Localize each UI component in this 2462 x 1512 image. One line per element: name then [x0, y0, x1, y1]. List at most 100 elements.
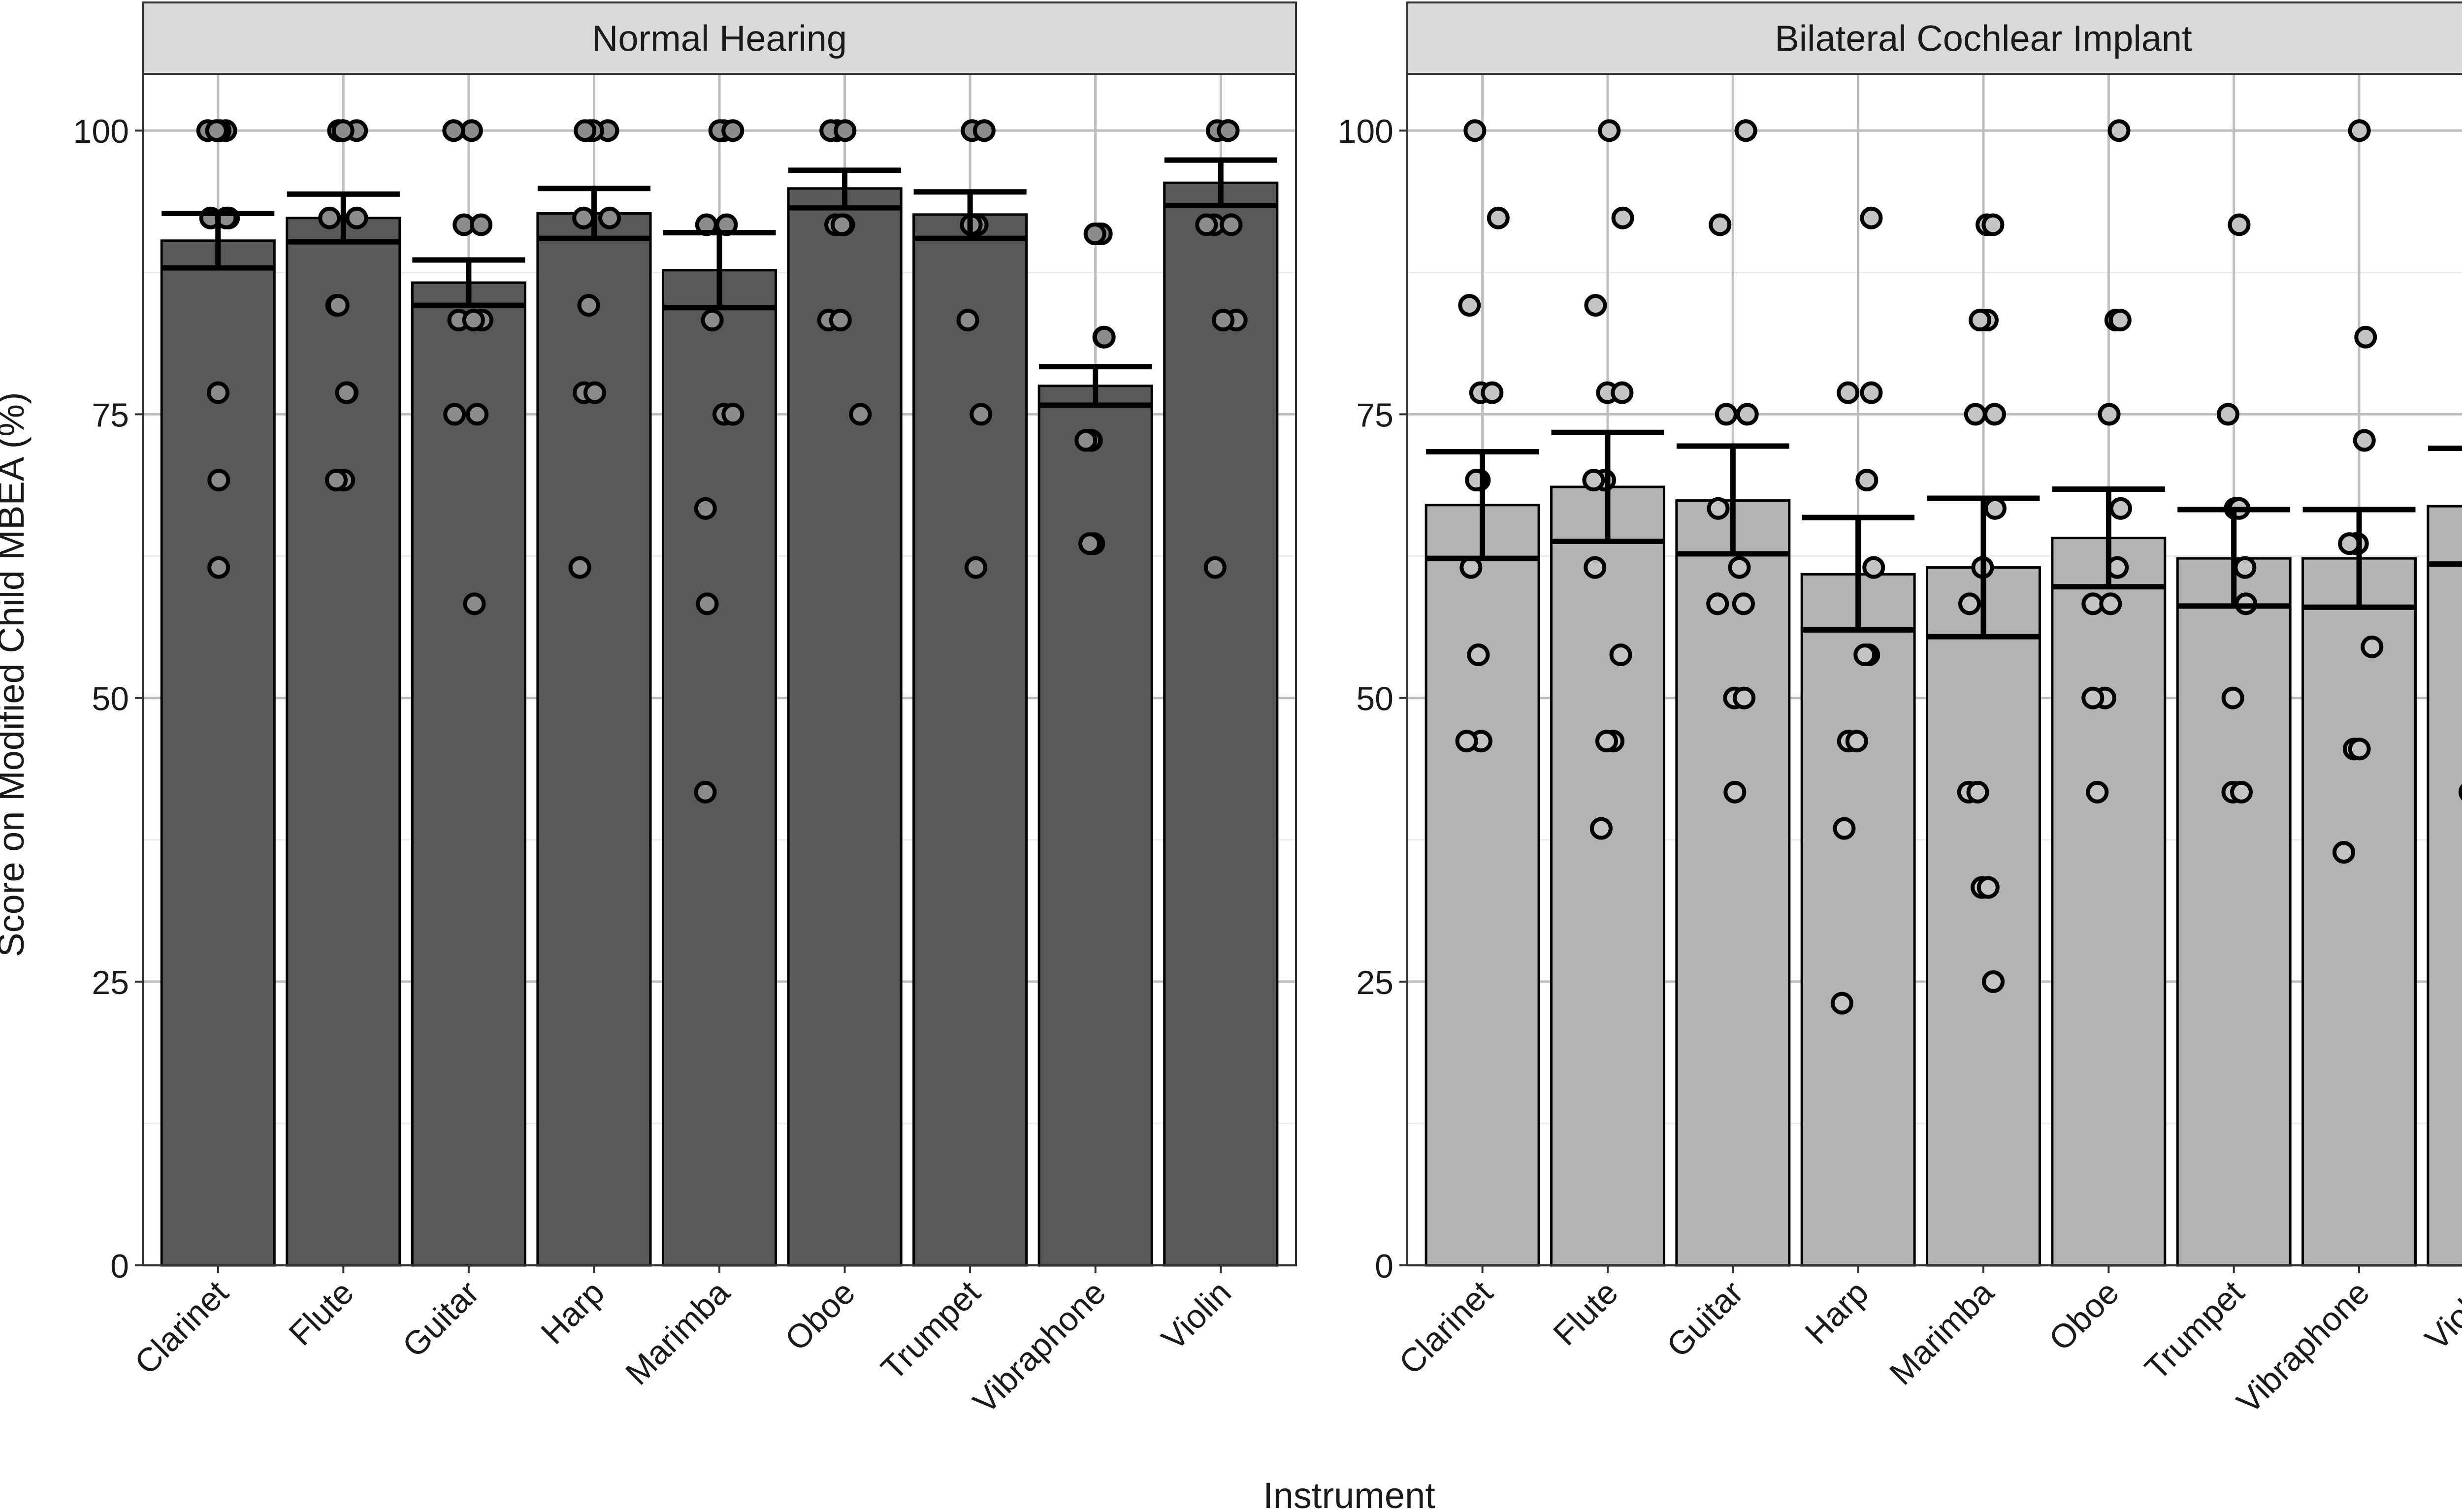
data-point-clarinet	[206, 381, 229, 404]
data-point-harp	[577, 294, 600, 317]
data-point-vibraphone	[1083, 222, 1106, 245]
data-point-flute	[324, 469, 348, 492]
data-point-clarinet	[1467, 643, 1490, 667]
error-bar-vibraphone	[1039, 364, 1152, 408]
data-point-oboe	[2086, 780, 2109, 804]
data-point-marimba	[694, 497, 717, 520]
data-point-oboe	[830, 213, 853, 236]
data-point-clarinet	[1455, 730, 1478, 753]
data-point-harp	[1853, 643, 1877, 667]
data-point-guitar	[466, 403, 489, 426]
y-tick-label: 50	[92, 680, 129, 718]
data-point-marimba	[1983, 403, 2006, 426]
data-point-harp	[574, 119, 597, 142]
y-tick-label: 0	[110, 1248, 129, 1285]
data-point-vibraphone	[2361, 635, 2384, 658]
data-point-guitar	[1733, 686, 1756, 709]
data-point-marimba	[1982, 970, 2005, 993]
data-point-flute	[1595, 730, 1618, 753]
data-point-oboe	[849, 403, 872, 426]
data-point-vibraphone	[1074, 429, 1098, 452]
y-axis-title: Score on Modified Child MBEA (%)	[0, 392, 32, 957]
data-point-flute	[326, 294, 350, 317]
bar-oboe	[2051, 537, 2167, 1267]
data-point-harp	[572, 206, 595, 229]
error-bar-vibraphone	[2302, 507, 2416, 610]
bar-trumpet	[912, 213, 1028, 1267]
data-point-flute	[345, 206, 368, 229]
data-point-trumpet	[972, 119, 996, 142]
data-point-trumpet	[964, 556, 987, 579]
bar-marimba	[1926, 566, 2041, 1267]
error-bar-clarinet	[162, 210, 275, 271]
data-point-trumpet	[2234, 556, 2257, 579]
strip-normal-hearing	[142, 1, 1297, 75]
error-bar-trumpet	[913, 189, 1027, 241]
data-point-harp	[1860, 206, 1883, 229]
data-point-harp	[1862, 556, 1885, 579]
data-point-guitar	[1734, 119, 1757, 142]
data-point-oboe	[2108, 309, 2132, 332]
y-tick-label: 50	[1356, 680, 1393, 718]
data-point-vibraphone	[2354, 325, 2377, 349]
error-bar-violin	[1164, 157, 1277, 208]
data-point-flute	[1611, 206, 1634, 229]
bar-violin	[1163, 181, 1279, 1267]
error-bar-guitar	[412, 257, 525, 308]
y-tick-label: 75	[92, 396, 129, 434]
data-point-oboe	[2109, 497, 2132, 520]
bar-clarinet	[1425, 504, 1540, 1267]
data-point-marimba	[1964, 403, 1987, 426]
data-point-harp	[598, 206, 621, 229]
data-point-trumpet	[970, 403, 993, 426]
bar-harp	[1800, 573, 1916, 1267]
data-point-harp	[1855, 469, 1879, 492]
y-tick-label: 25	[92, 964, 129, 1001]
bar-clarinet	[160, 239, 276, 1267]
data-point-harp	[1845, 730, 1868, 753]
data-point-vibraphone	[2332, 841, 2356, 864]
data-point-trumpet	[2221, 686, 2244, 709]
data-point-marimba	[694, 780, 717, 804]
error-bar-oboe	[788, 167, 902, 211]
data-point-oboe	[2099, 592, 2122, 615]
error-bar-harp	[537, 186, 650, 241]
data-point-vibraphone	[1093, 325, 1116, 349]
data-point-clarinet	[1481, 381, 1504, 404]
data-point-oboe	[829, 309, 852, 332]
data-point-harp	[583, 381, 606, 404]
data-point-flute	[1584, 294, 1607, 317]
data-point-harp	[568, 556, 591, 579]
y-tick-label: 100	[73, 113, 129, 150]
data-point-marimba	[696, 592, 719, 615]
data-point-vibraphone	[2338, 532, 2361, 555]
data-point-trumpet	[2228, 213, 2251, 236]
data-point-clarinet	[207, 556, 230, 579]
data-point-oboe	[2098, 403, 2121, 426]
data-point-flute	[318, 206, 341, 229]
data-point-guitar	[1706, 592, 1729, 615]
y-tick-label: 0	[1375, 1248, 1393, 1285]
data-point-clarinet	[1463, 119, 1487, 142]
data-point-clarinet	[1458, 294, 1481, 317]
data-point-marimba	[701, 309, 724, 332]
data-point-guitar	[1723, 780, 1747, 804]
strip-label-cochlear-implant: Bilateral Cochlear Implant	[1775, 18, 2192, 59]
data-point-flute	[335, 381, 358, 404]
data-point-violin	[2458, 784, 2462, 801]
data-point-harp	[1837, 381, 1860, 404]
data-point-marimba	[1966, 780, 1989, 804]
bar-flute	[286, 217, 401, 1267]
bar-flute	[1550, 485, 1665, 1267]
error-bar-marimba	[1927, 495, 2040, 640]
data-point-marimba	[1969, 309, 1992, 332]
error-bar-harp	[1802, 515, 1915, 633]
data-point-oboe	[2107, 119, 2131, 142]
data-point-clarinet	[1487, 206, 1510, 229]
data-point-marimba	[1958, 592, 1981, 615]
bar-guitar	[1675, 499, 1791, 1267]
error-bar-flute	[1551, 429, 1664, 545]
error-bar-marimba	[663, 230, 776, 311]
data-point-guitar	[442, 119, 465, 142]
